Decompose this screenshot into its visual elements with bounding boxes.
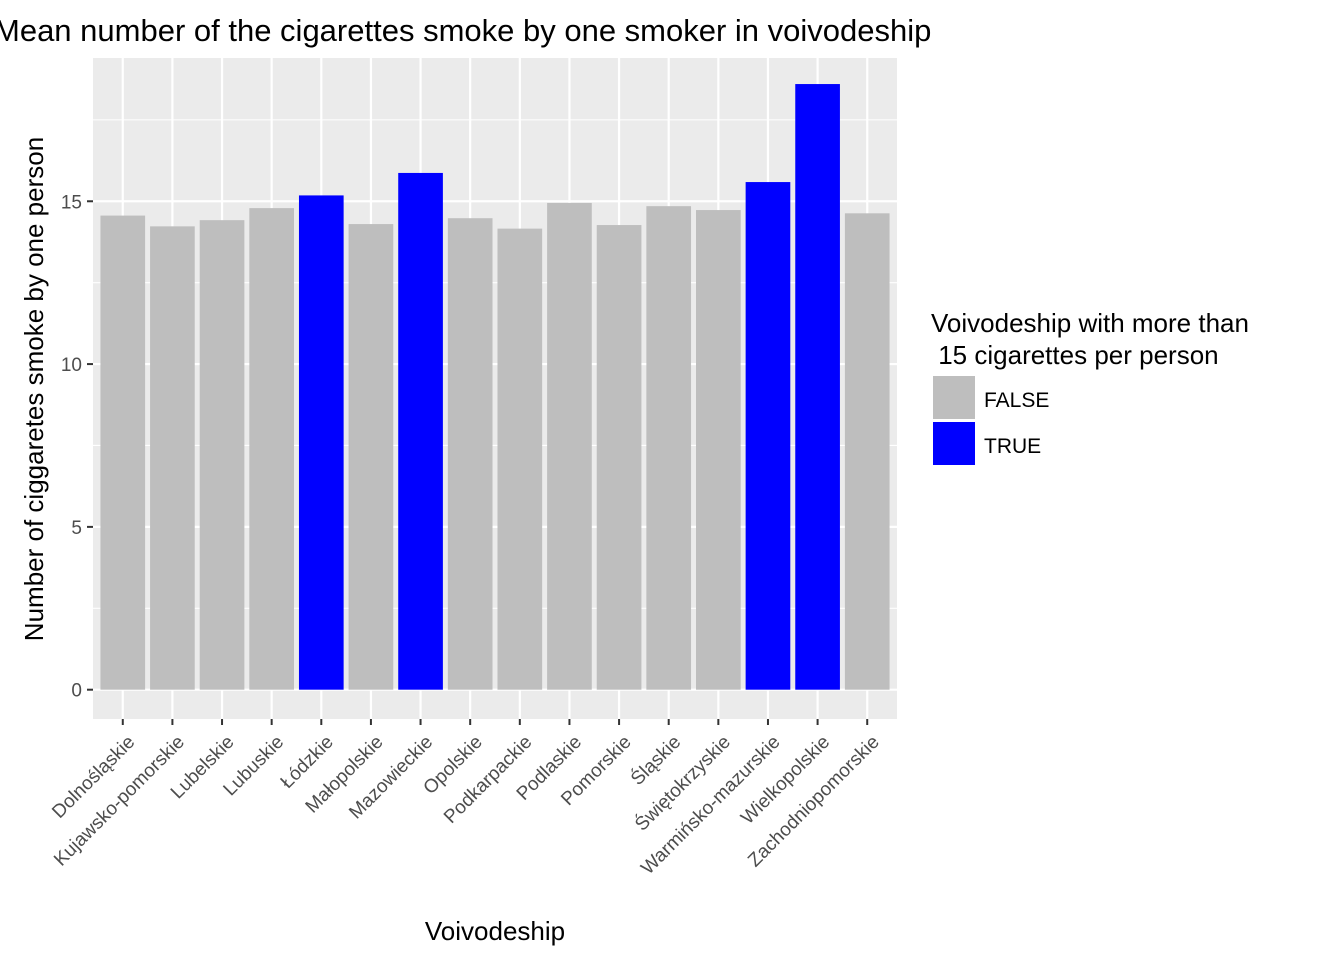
- bar-pomorskie: [596, 225, 642, 690]
- bars: [100, 84, 890, 690]
- bar-mazowieckie: [398, 172, 443, 690]
- legend-key-true: [933, 422, 975, 465]
- y-tick-label: 10: [61, 355, 82, 376]
- bar-kujawsko-pomorskie: [150, 226, 195, 690]
- y-axis-title: Number of ciggaretes smoke by one person: [19, 137, 49, 641]
- y-axis: 0 5 10 15: [61, 192, 93, 702]
- bar-śląskie: [646, 206, 692, 690]
- x-axis-title: Voivodeship: [425, 916, 565, 946]
- y-tick-label: 0: [71, 681, 82, 702]
- legend-title-line-1: Voivodeship with more than: [931, 308, 1249, 338]
- legend-key-false: [933, 376, 975, 419]
- bar-lubelskie: [199, 220, 245, 690]
- bar-wielkopolskie: [795, 84, 840, 690]
- bar-lubuskie: [249, 208, 294, 690]
- bar-łódzkie: [298, 195, 344, 690]
- y-tick-label: 5: [71, 518, 82, 539]
- bar-opolskie: [447, 218, 493, 690]
- bar-podkarpackie: [497, 228, 543, 690]
- y-tick-label: 15: [61, 192, 82, 213]
- legend: Voivodeship with more than 15 cigarettes…: [931, 308, 1249, 465]
- legend-title-line-2: 15 cigarettes per person: [931, 340, 1219, 370]
- bar-warmińsko-mazurskie: [745, 182, 791, 690]
- legend-label-true: TRUE: [984, 435, 1041, 458]
- bar-małopolskie: [348, 224, 394, 690]
- x-axis: DolnośląskieKujawsko-pomorskieLubelskieL…: [48, 719, 884, 879]
- bar-podlaskie: [547, 202, 592, 690]
- chart-title: Mean number of the cigarettes smoke by o…: [0, 13, 931, 48]
- bar-dolnośląskie: [100, 215, 146, 690]
- bar-zachodniopomorskie: [844, 213, 890, 690]
- bar-świętokrzyskie: [696, 210, 741, 690]
- legend-label-false: FALSE: [984, 389, 1049, 412]
